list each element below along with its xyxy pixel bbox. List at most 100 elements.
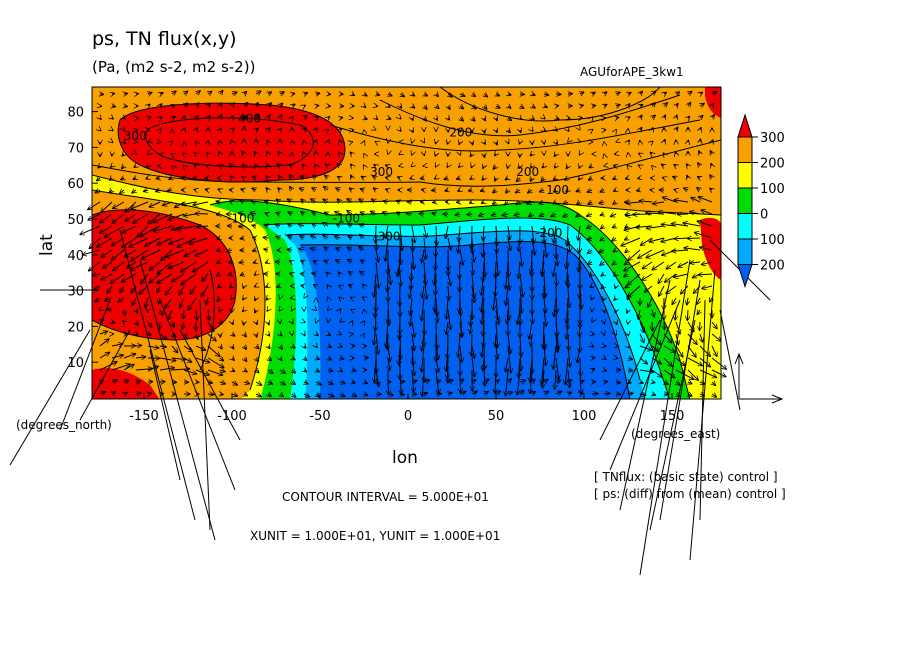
flux-vector: [323, 198, 329, 202]
flux-vector: [301, 211, 305, 214]
flux-vector: [119, 190, 124, 194]
flux-vector: [99, 331, 108, 334]
flux-vector: [148, 92, 152, 94]
flux-vector: [126, 261, 137, 268]
flux-vector: [277, 175, 280, 178]
flux-vector: [496, 345, 498, 360]
flux-vector: [496, 130, 497, 133]
flux-vector: [146, 178, 149, 179]
flux-vector: [699, 357, 711, 367]
flux-vector: [541, 357, 545, 384]
x-tick-label: 0: [404, 409, 412, 424]
flux-vector: [592, 91, 596, 94]
flux-vector: [316, 128, 318, 130]
flux-vector: [675, 357, 685, 366]
flux-vector: [172, 166, 173, 167]
flux-vector: [604, 358, 606, 360]
flux-vector: [219, 151, 220, 154]
flux-vector: [712, 103, 714, 106]
flux-vector: [148, 310, 149, 313]
flux-vector: [88, 213, 101, 221]
flux-vector: [361, 175, 364, 178]
flux-vector: [495, 261, 496, 279]
flux-vector: [604, 322, 605, 324]
flux-vector: [266, 188, 268, 191]
y-tick-label: 40: [67, 249, 84, 264]
flux-vector: [207, 394, 214, 395]
flux-vector: [178, 285, 185, 296]
flux-vector: [711, 163, 712, 166]
flux-vector: [347, 210, 353, 214]
flux-vector: [565, 357, 569, 385]
contour-label: -100: [227, 212, 254, 226]
flux-vector: [672, 176, 676, 178]
flux-vector: [229, 201, 232, 202]
flux-vector: [459, 249, 463, 266]
flux-vector: [496, 225, 497, 246]
flux-vector: [396, 211, 400, 214]
flux-vector: [267, 370, 274, 374]
flux-vector: [123, 354, 136, 359]
flux-vector: [287, 199, 292, 202]
flux-vector: [279, 370, 286, 374]
flux-vector: [532, 106, 536, 108]
flux-vector: [529, 321, 533, 340]
flux-vector: [292, 346, 296, 348]
flux-vector: [206, 164, 208, 166]
flux-vector: [304, 370, 307, 372]
flux-vector: [217, 298, 220, 302]
colorbar-label: 100: [760, 182, 785, 197]
flux-vector: [160, 93, 163, 94]
flux-vector: [349, 188, 352, 190]
flux-vector: [100, 130, 101, 131]
flux-vector: [244, 115, 246, 118]
flux-vector: [183, 357, 192, 363]
flux-vector: [148, 104, 150, 106]
flux-vector: [412, 345, 413, 366]
flux-vector: [422, 333, 424, 352]
flux-vector: [184, 91, 188, 94]
contour-label: 100: [546, 183, 569, 197]
flux-vector: [159, 382, 166, 383]
flux-vector: [663, 153, 664, 154]
flux-vector: [484, 118, 487, 121]
flux-vector: [604, 310, 605, 313]
flux-vector: [444, 178, 448, 180]
flux-vector: [640, 127, 642, 130]
flux-vector: [88, 261, 101, 271]
flux-vector: [112, 93, 115, 94]
flux-vector: [256, 334, 257, 338]
flux-vector: [388, 94, 392, 96]
flux-vector: [362, 284, 364, 286]
flux-vector: [496, 142, 497, 145]
flux-vector: [532, 225, 534, 244]
flux-vector: [310, 248, 317, 250]
y-tick-label: 80: [67, 106, 84, 121]
x-tick-label: -150: [129, 409, 159, 424]
flux-vector: [690, 262, 701, 263]
flux-vector: [110, 166, 112, 168]
flux-vector: [472, 142, 473, 145]
flux-vector: [532, 94, 535, 95]
flux-vector: [628, 322, 629, 325]
flux-vector: [553, 178, 556, 180]
flux-vector: [316, 93, 320, 94]
flux-vector: [243, 298, 244, 300]
flux-vector: [683, 188, 688, 190]
flux-vector: [544, 94, 549, 95]
flux-vector: [124, 93, 128, 94]
flux-vector: [436, 106, 439, 109]
flux-vector: [460, 154, 461, 156]
colorbar-segment: [737, 136, 753, 163]
flux-vector: [664, 394, 669, 395]
flux-vector: [579, 249, 581, 272]
flux-vector: [613, 202, 617, 205]
flux-vector: [455, 214, 460, 215]
flux-vector: [566, 249, 568, 269]
flux-vector: [207, 333, 217, 341]
flux-vector: [566, 166, 568, 169]
flux-vector: [167, 190, 172, 191]
flux-vector: [101, 201, 113, 213]
flux-vector: [519, 237, 521, 252]
